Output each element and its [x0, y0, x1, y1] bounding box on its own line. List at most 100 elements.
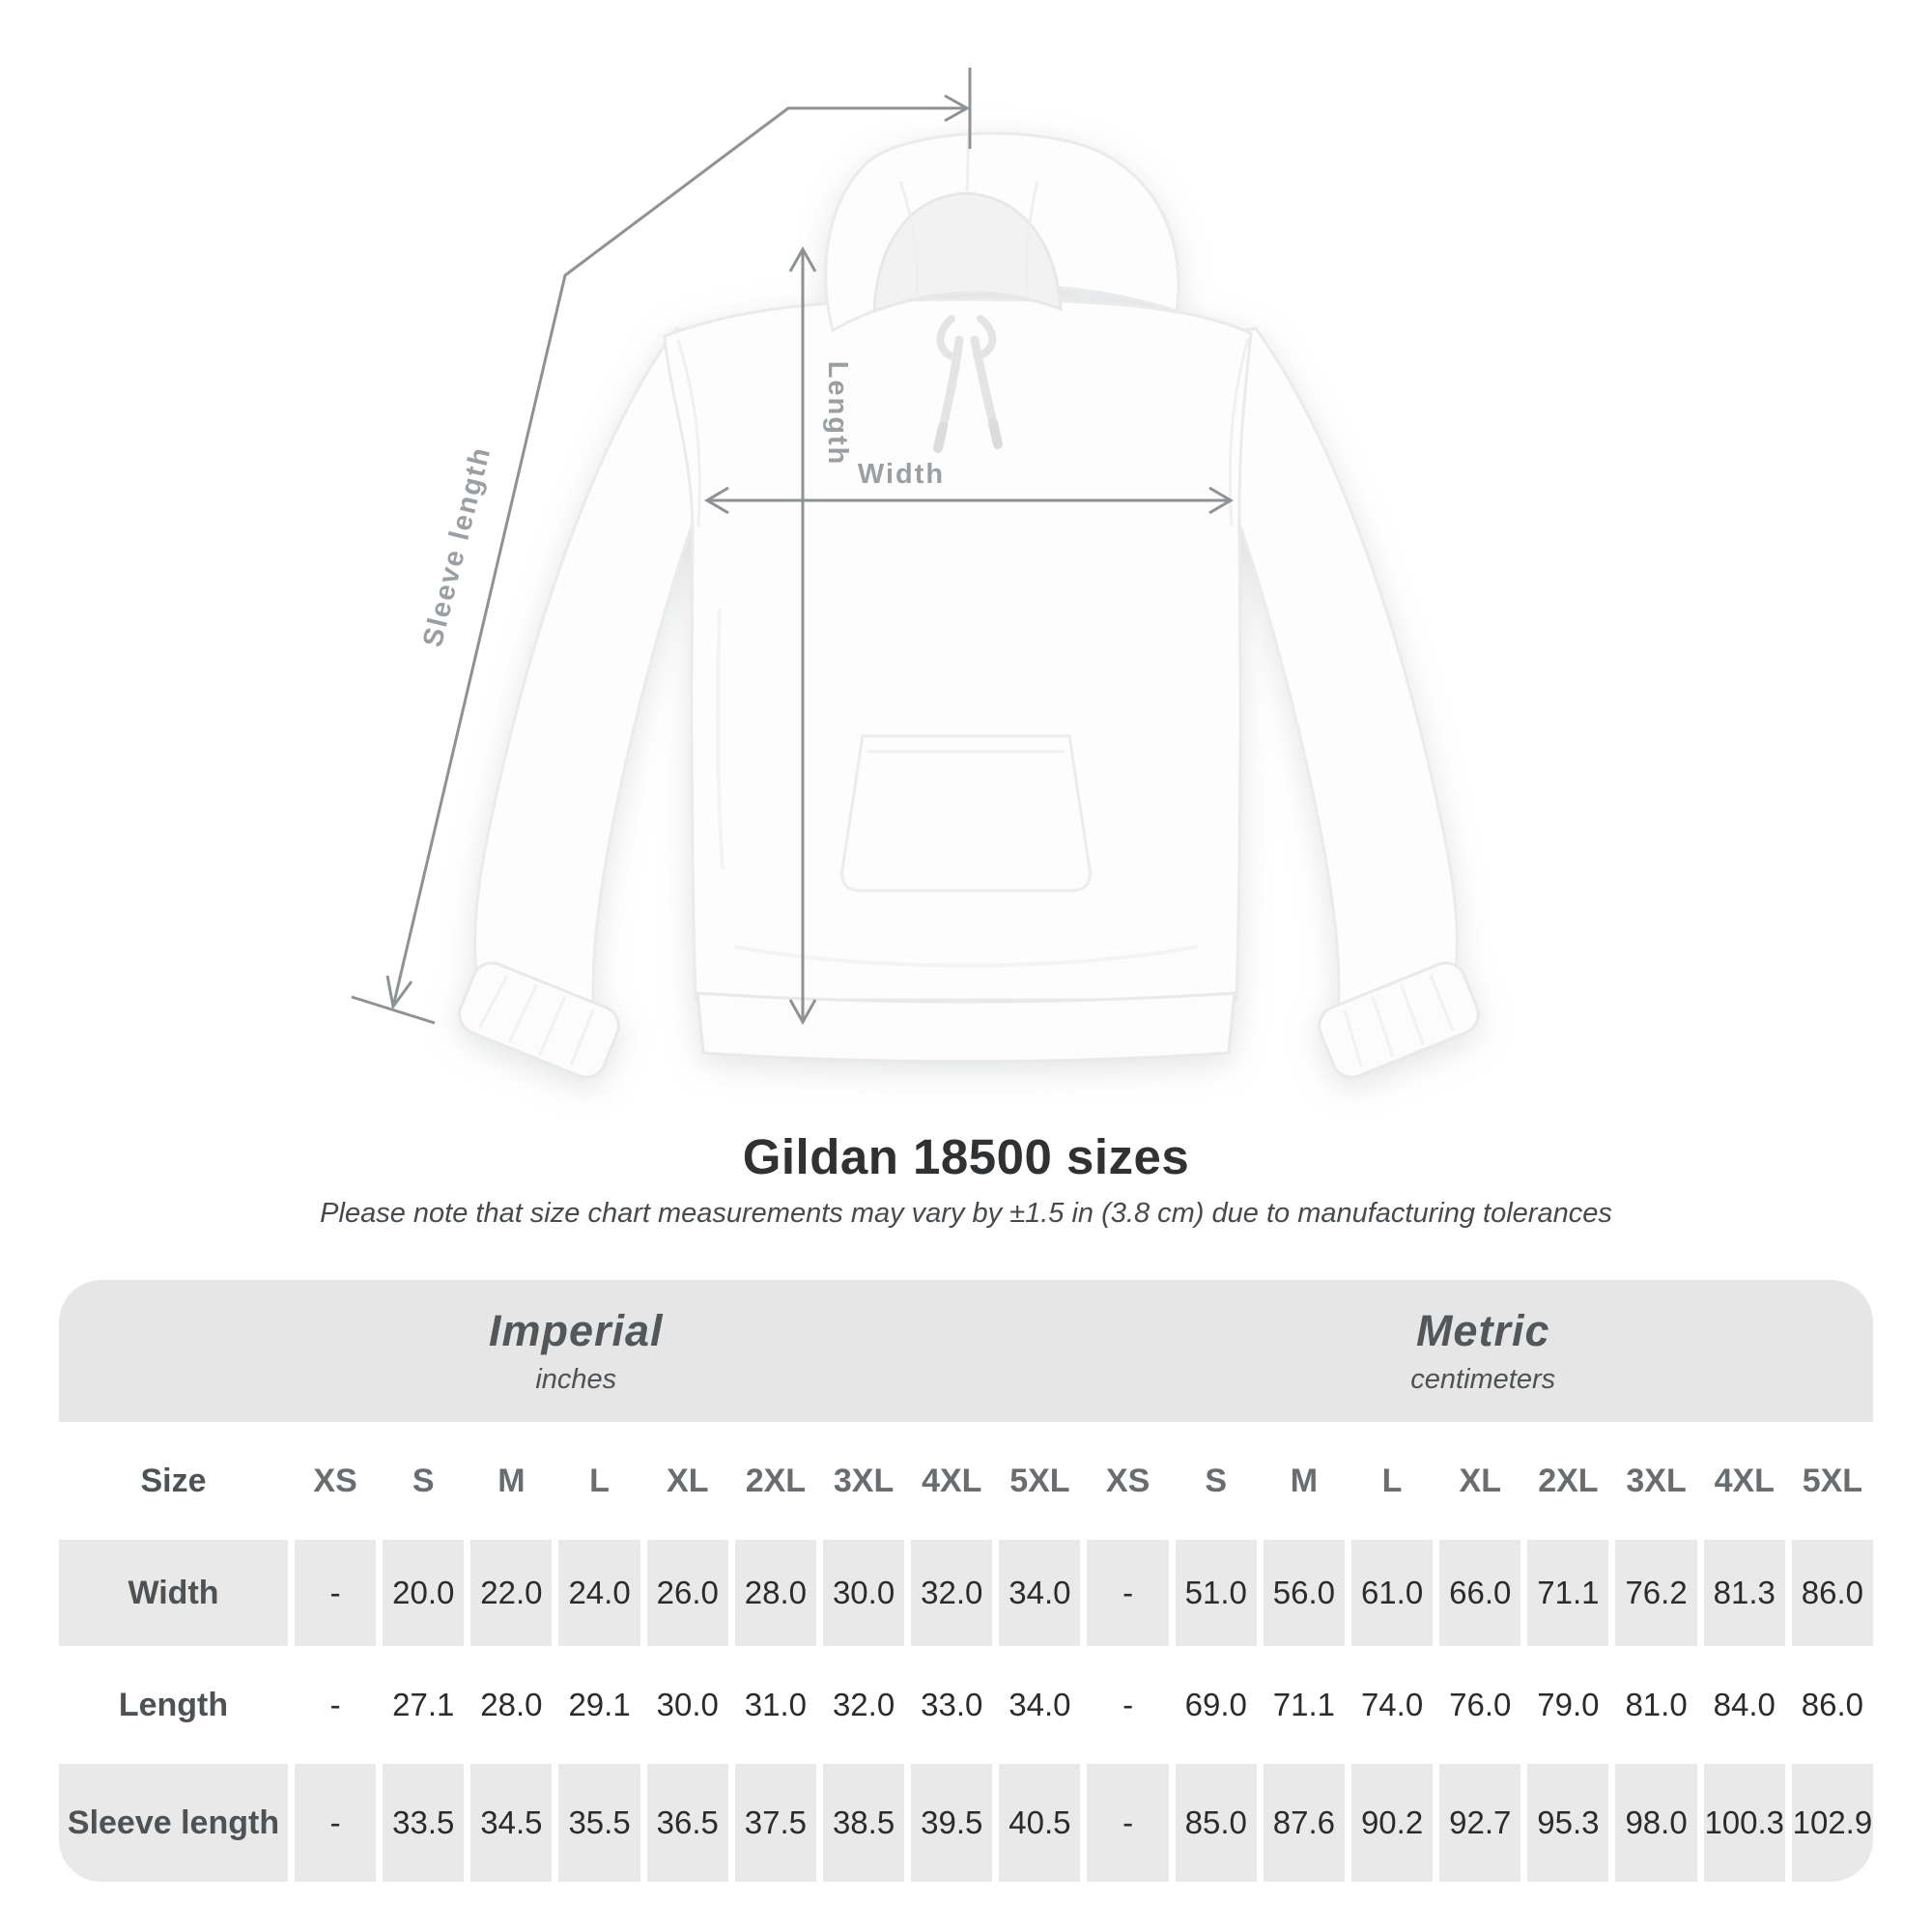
left-cuff: [458, 961, 620, 1079]
unit-header-band: Imperial inches Metric centimeters: [59, 1280, 1873, 1422]
cell: 84.0: [1703, 1652, 1785, 1758]
tolerance-note: Please note that size chart measurements…: [320, 1198, 1612, 1229]
hoodie-body: [663, 298, 1253, 1002]
cell: -: [1087, 1540, 1169, 1646]
cell: 86.0: [1791, 1540, 1873, 1646]
cell: 37.5: [734, 1764, 816, 1882]
cell: 98.0: [1615, 1764, 1697, 1882]
size-col-header: 4XL: [1703, 1428, 1785, 1534]
cell: 69.0: [1175, 1652, 1257, 1758]
cell: 100.3: [1703, 1764, 1785, 1882]
size-col-header: XL: [646, 1428, 728, 1534]
cell: 28.0: [470, 1652, 553, 1758]
cell: 36.5: [646, 1764, 728, 1882]
cell: 76.2: [1615, 1540, 1697, 1646]
cell: 102.9: [1791, 1764, 1873, 1882]
cell: 34.5: [470, 1764, 553, 1882]
cell: 86.0: [1791, 1652, 1873, 1758]
cell: 76.0: [1439, 1652, 1521, 1758]
size-col-header: L: [558, 1428, 640, 1534]
cell: 81.3: [1703, 1540, 1785, 1646]
cell: 32.0: [822, 1652, 905, 1758]
row-label: Length: [59, 1652, 288, 1758]
metric-unit: centimeters: [1410, 1364, 1556, 1395]
table-header-row: Size XS S M L XL 2XL 3XL 4XL 5XL XS S M …: [59, 1428, 1873, 1534]
armhole-seams: [676, 337, 1250, 527]
size-col-header: M: [470, 1428, 553, 1534]
row-label: Sleeve length: [59, 1764, 288, 1882]
imperial-unit: inches: [535, 1364, 617, 1395]
kangaroo-pocket: [840, 734, 1092, 893]
cell: 26.0: [646, 1540, 728, 1646]
cell: 87.6: [1263, 1764, 1345, 1882]
length-arrow: [788, 245, 817, 1026]
right-cuff: [1318, 961, 1480, 1079]
hoodie-illustration: [458, 127, 1480, 1079]
size-col-header: 3XL: [822, 1428, 905, 1534]
cell: 31.0: [734, 1652, 816, 1758]
sleeve-length-arrow: [351, 68, 972, 1025]
cell: 81.0: [1615, 1652, 1697, 1758]
size-col-header: M: [1263, 1428, 1345, 1534]
size-corner-label: Size: [59, 1428, 288, 1534]
cell: 51.0: [1175, 1540, 1257, 1646]
size-col-header: 4XL: [911, 1428, 993, 1534]
length-label: Length: [822, 361, 853, 467]
cell: 20.0: [383, 1540, 465, 1646]
cell: -: [295, 1652, 377, 1758]
cell: 30.0: [646, 1652, 728, 1758]
cell: -: [1087, 1652, 1169, 1758]
cell: 71.1: [1527, 1540, 1609, 1646]
cell: -: [1087, 1764, 1169, 1882]
cell: 66.0: [1439, 1540, 1521, 1646]
size-col-header: L: [1350, 1428, 1434, 1534]
size-col-header: 2XL: [734, 1428, 816, 1534]
unit-header-metric: Metric centimeters: [1093, 1280, 1873, 1422]
width-arrow: [704, 486, 1234, 515]
table-row-sleeve-length: Sleeve length - 33.5 34.5 35.5 36.5 37.5…: [59, 1764, 1873, 1882]
cell: 34.0: [999, 1652, 1081, 1758]
size-col-header: 5XL: [1791, 1428, 1873, 1534]
cell: 56.0: [1263, 1540, 1345, 1646]
cell: 33.0: [911, 1652, 993, 1758]
cell: 28.0: [734, 1540, 816, 1646]
cell: 92.7: [1439, 1764, 1521, 1882]
unit-header-imperial: Imperial inches: [59, 1280, 1093, 1422]
metric-label: Metric: [1415, 1306, 1550, 1355]
size-col-header: S: [1175, 1428, 1257, 1534]
cell: 71.1: [1263, 1652, 1345, 1758]
fabric-wrinkles: [716, 608, 1199, 968]
cell: 85.0: [1175, 1764, 1257, 1882]
size-col-header: XS: [1087, 1428, 1169, 1534]
row-label: Width: [59, 1540, 288, 1646]
cell: -: [295, 1540, 377, 1646]
size-table: Imperial inches Metric centimeters Size …: [59, 1280, 1873, 1882]
cell: 79.0: [1527, 1652, 1609, 1758]
table-row-length: Length - 27.1 28.0 29.1 30.0 31.0 32.0 3…: [59, 1652, 1873, 1758]
cell: 29.1: [558, 1652, 640, 1758]
cell: 34.0: [999, 1540, 1081, 1646]
cell: 90.2: [1350, 1764, 1434, 1882]
cell: 32.0: [911, 1540, 993, 1646]
cell: -: [295, 1764, 377, 1882]
cell: 38.5: [822, 1764, 905, 1882]
size-col-header: XL: [1439, 1428, 1521, 1534]
cell: 95.3: [1527, 1764, 1609, 1882]
cell: 22.0: [470, 1540, 553, 1646]
drawstrings: [933, 315, 1003, 453]
cell: 35.5: [558, 1764, 640, 1882]
cell: 30.0: [822, 1540, 905, 1646]
cell: 40.5: [999, 1764, 1081, 1882]
size-col-header: 3XL: [1615, 1428, 1697, 1534]
width-label: Width: [858, 459, 945, 490]
table-row-width: Width - 20.0 22.0 24.0 26.0 28.0 30.0 32…: [59, 1540, 1873, 1646]
size-col-header: 2XL: [1527, 1428, 1609, 1534]
cell: 33.5: [383, 1764, 465, 1882]
imperial-label: Imperial: [488, 1306, 664, 1355]
cell: 74.0: [1350, 1652, 1434, 1758]
hem-band: [696, 991, 1236, 1064]
size-col-header: S: [383, 1428, 465, 1534]
cell: 27.1: [383, 1652, 465, 1758]
cell: 39.5: [911, 1764, 993, 1882]
